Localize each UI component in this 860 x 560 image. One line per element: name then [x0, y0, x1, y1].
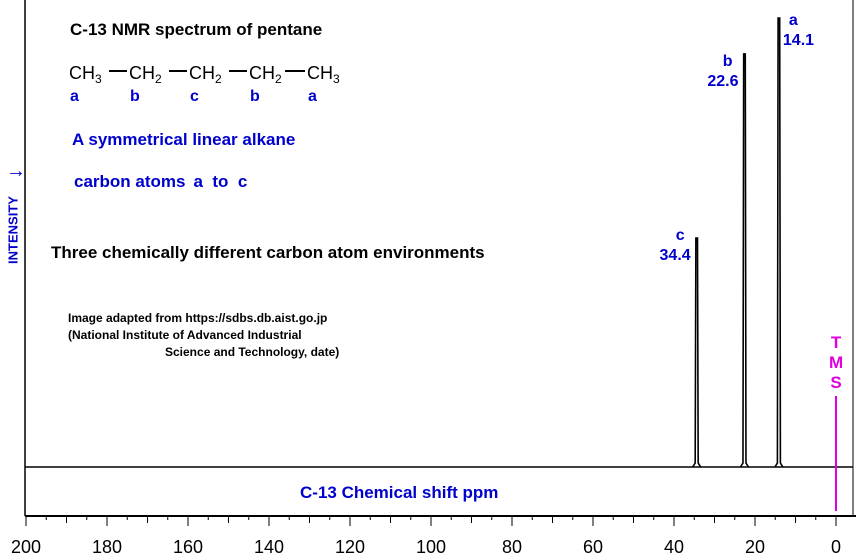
formula-group-4: CH3 — [307, 63, 340, 86]
group-main: CH — [249, 63, 275, 83]
source-credit: Image adapted from https://sdbs.db.aist.… — [68, 310, 339, 361]
x-tick-label: 0 — [831, 537, 841, 557]
description-line2: carbon atoms a to c — [74, 172, 247, 192]
bond-line — [169, 70, 187, 72]
x-tick-label: 160 — [173, 537, 203, 557]
peak-b — [739, 53, 750, 468]
x-tick-label: 200 — [11, 537, 41, 557]
peak-a — [774, 17, 784, 468]
bond-line — [229, 70, 247, 72]
peak-letter: a — [788, 12, 798, 29]
formula-carbon-label: a — [308, 88, 317, 105]
tms-letter: M — [829, 353, 844, 372]
description-line1: A symmetrical linear alkane — [72, 130, 296, 149]
x-axis-label: C-13 Chemical shift ppm — [300, 483, 499, 502]
group-subscript: 2 — [155, 72, 162, 86]
y-axis-label: INTENSITY — [5, 196, 21, 264]
peak-label-a: a 14.1 — [783, 11, 823, 51]
group-subscript: 2 — [215, 72, 222, 86]
formula-carbon-label: c — [190, 88, 199, 105]
group-main: CH — [189, 63, 215, 83]
formula-group-3: CH2 — [249, 63, 282, 86]
peak-letter: b — [722, 53, 733, 70]
group-main: CH — [129, 63, 155, 83]
source-line3: Science and Technology, date) — [165, 345, 340, 359]
peak-shift: 14.1 — [782, 32, 815, 49]
formula-carbon-label: b — [250, 88, 260, 105]
group-main: CH — [69, 63, 95, 83]
carbon-atoms-text: carbon atoms — [74, 172, 186, 191]
source-line1: Image adapted from https://sdbs.db.aist.… — [68, 311, 328, 325]
x-tick-label: 180 — [92, 537, 122, 557]
bond-line — [285, 70, 305, 72]
peak-shift: 34.4 — [659, 247, 691, 264]
source-line2: (National Institute of Advanced Industri… — [68, 328, 302, 342]
bond-line — [109, 70, 127, 72]
formula-carbon-label: b — [130, 88, 140, 105]
formula-group-2: CH2 — [189, 63, 222, 86]
x-tick-label: 20 — [745, 537, 765, 557]
x-tick-label: 140 — [254, 537, 284, 557]
intensity-arrow-icon: → — [6, 160, 26, 182]
group-main: CH — [307, 63, 333, 83]
x-tick-label: 40 — [664, 537, 684, 557]
group-subscript: 3 — [333, 72, 340, 86]
structural-formula: CH3 CH2 CH2 CH2 CH3 — [69, 63, 359, 91]
x-tick-label: 80 — [502, 537, 522, 557]
tms-letter: S — [830, 373, 842, 392]
formula-carbon-label: a — [70, 88, 79, 105]
peak-letter: c — [675, 227, 685, 244]
carbon-range-text: a to c — [193, 172, 248, 191]
environments-text: Three chemically different carbon atom e… — [51, 243, 485, 262]
group-subscript: 3 — [95, 72, 102, 86]
x-tick-label: 120 — [335, 537, 365, 557]
group-subscript: 2 — [275, 72, 282, 86]
tms-letter: T — [830, 333, 842, 352]
peak-shift: 22.6 — [707, 73, 739, 90]
peak-label-c: c 34.4 — [651, 226, 691, 266]
formula-group-1: CH2 — [129, 63, 162, 86]
peak-label-b: b 22.6 — [698, 52, 738, 92]
x-tick-label: 100 — [416, 537, 446, 557]
chart-title: C-13 NMR spectrum of pentane — [70, 20, 323, 39]
peak-c — [692, 237, 702, 468]
formula-group-0: CH3 — [69, 63, 102, 86]
x-tick-label: 60 — [583, 537, 603, 557]
